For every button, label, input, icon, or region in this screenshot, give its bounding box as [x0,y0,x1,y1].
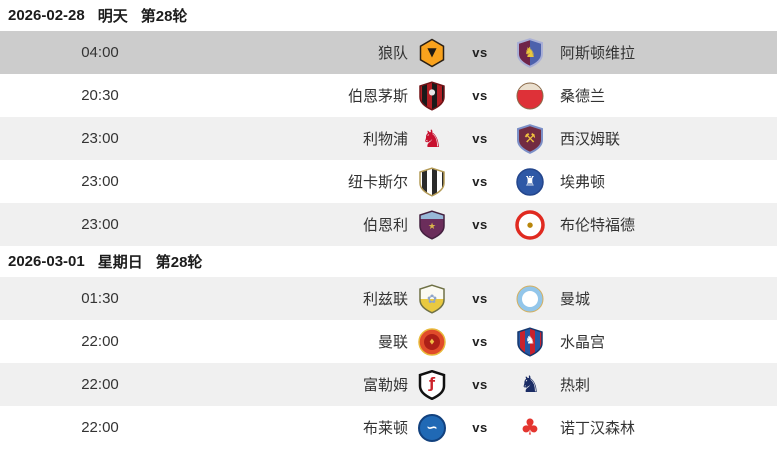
svg-text:♜: ♜ [524,174,536,189]
man-city-crest-icon [506,284,554,314]
match-row[interactable]: 23:00 利物浦 ♞ vs ⚒ 西汉姆联 [0,117,777,160]
match-time: 22:00 [81,376,119,393]
section-day: 明天 [97,8,128,25]
away-team-name: 布伦特福德 [560,217,636,234]
bournemouth-crest-icon: ● [410,80,454,111]
leeds-united-crest-icon: ✿ [410,283,454,314]
home-team-name: 布莱顿 [362,420,408,437]
everton-crest-icon: ♜ [506,167,554,197]
burnley-crest-icon: ★ [410,209,454,240]
newcastle-crest-icon [410,166,454,197]
home-team-name: 利物浦 [362,131,408,148]
west-ham-crest-icon: ⚒ [506,123,554,154]
match-time: 23:00 [81,216,119,233]
match-row[interactable]: 22:00 富勒姆 ƒ vs ♞ 热刺 [0,363,777,406]
away-team-name: 埃弗顿 [560,174,606,191]
svg-text:★: ★ [428,222,436,232]
match-time: 01:30 [81,290,119,307]
section-round: 第28轮 [155,254,203,271]
svg-text:▼: ▼ [427,45,437,59]
match-time: 22:00 [81,333,119,350]
section-round: 第28轮 [140,8,188,25]
match-row[interactable]: 01:30 利兹联 ✿ vs 曼城 [0,277,777,320]
match-row[interactable]: 22:00 曼联 ♦ vs ♞ 水晶宫 [0,320,777,363]
aston-villa-crest-icon: ♞ [506,37,554,68]
away-team-name: 阿斯顿维拉 [560,45,636,62]
away-team-name: 诺丁汉森林 [560,420,636,437]
away-team-name: 西汉姆联 [560,131,621,148]
match-time: 23:00 [81,173,119,190]
away-team-name: 曼城 [560,291,591,308]
match-time: 20:30 [81,87,119,104]
vs-label: vs [472,45,488,60]
match-time: 22:00 [81,419,119,436]
match-row[interactable]: 23:00 纽卡斯尔 vs ♜ 埃弗顿 [0,160,777,203]
away-team-name: 热刺 [560,377,591,394]
wolves-crest-icon: ▼ [410,38,454,68]
sunderland-crest-icon [506,81,554,111]
section-date: 2026-03-01 [8,253,85,270]
home-team-name: 狼队 [377,45,408,62]
home-team-name: 纽卡斯尔 [347,174,408,191]
svg-text:♞: ♞ [520,372,541,398]
fulham-crest-icon: ƒ [410,369,454,400]
vs-label: vs [472,174,488,189]
tottenham-crest-icon: ♞ [506,370,554,400]
away-team-name: 水晶宫 [560,334,606,351]
away-team-name: 桑德兰 [560,88,606,105]
svg-text:∽: ∽ [426,420,438,436]
svg-text:♣: ♣ [520,415,540,440]
liverpool-crest-icon: ♞ [410,124,454,154]
section-header: 2026-02-28 明天 第28轮 [0,0,777,31]
brighton-crest-icon: ∽ [410,413,454,443]
vs-label: vs [472,334,488,349]
svg-text:♞: ♞ [524,45,537,61]
svg-text:♦: ♦ [428,337,435,346]
vs-label: vs [472,377,488,392]
man-utd-crest-icon: ♦ [410,327,454,357]
svg-text:ƒ: ƒ [428,376,436,392]
match-row[interactable]: 04:00 狼队 ▼ vs ♞ 阿斯顿维拉 [0,31,777,74]
svg-text:✿: ✿ [427,292,437,306]
svg-text:♞: ♞ [421,125,443,153]
match-row[interactable]: 20:30 伯恩茅斯 ● vs 桑德兰 [0,74,777,117]
brentford-crest-icon: ● [506,209,554,240]
match-row[interactable]: 23:00 伯恩利 ★ vs ● 布伦特福德 [0,203,777,246]
vs-label: vs [472,217,488,232]
match-row[interactable]: 22:00 布莱顿 ∽ vs ♣ 诺丁汉森林 [0,406,777,449]
home-team-name: 利兹联 [362,291,408,308]
home-team-name: 伯恩利 [362,217,408,234]
nottingham-forest-crest-icon: ♣ [506,413,554,443]
section-date: 2026-02-28 [8,7,85,24]
home-team-name: 曼联 [377,334,408,351]
crystal-palace-crest-icon: ♞ [506,326,554,357]
home-team-name: 富勒姆 [362,377,408,394]
vs-label: vs [472,131,488,146]
svg-text:●: ● [429,87,436,96]
svg-text:●: ● [527,221,533,229]
home-team-name: 伯恩茅斯 [347,88,408,105]
vs-label: vs [472,420,488,435]
vs-label: vs [472,291,488,306]
match-time: 04:00 [81,44,119,61]
svg-text:♞: ♞ [525,333,535,346]
svg-text:⚒: ⚒ [524,131,536,146]
match-time: 23:00 [81,130,119,147]
section-day: 星期日 [97,254,143,271]
vs-label: vs [472,88,488,103]
section-header: 2026-03-01 星期日 第28轮 [0,246,777,277]
